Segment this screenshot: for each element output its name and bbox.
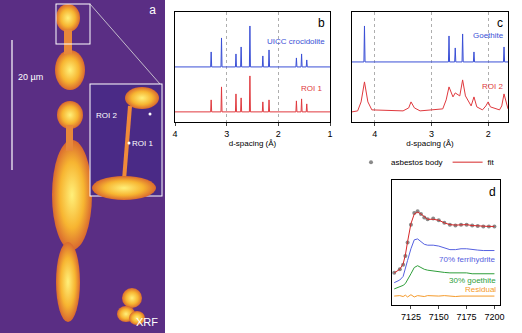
- svg-text:2: 2: [486, 129, 491, 139]
- svg-text:fit: fit: [488, 158, 495, 167]
- svg-text:30% goethite: 30% goethite: [449, 276, 496, 285]
- svg-text:3: 3: [429, 129, 434, 139]
- svg-text:20 µm: 20 µm: [18, 72, 43, 82]
- svg-text:7150: 7150: [429, 312, 449, 322]
- svg-text:7200: 7200: [484, 312, 504, 322]
- svg-text:ROI 2: ROI 2: [96, 111, 117, 120]
- svg-text:a: a: [149, 3, 156, 17]
- svg-text:d-spacing (Å): d-spacing (Å): [229, 139, 277, 148]
- svg-text:d-spacing (Å): d-spacing (Å): [406, 139, 454, 148]
- svg-text:c: c: [497, 16, 503, 30]
- svg-text:3: 3: [224, 129, 229, 139]
- svg-text:d: d: [489, 185, 496, 199]
- svg-text:7175: 7175: [457, 312, 477, 322]
- svg-text:asbestos body: asbestos body: [391, 158, 443, 167]
- svg-text:Goethite: Goethite: [473, 31, 504, 40]
- svg-text:ROI 2: ROI 2: [482, 82, 503, 91]
- svg-text:2: 2: [276, 129, 281, 139]
- svg-text:1: 1: [327, 129, 332, 139]
- svg-text:70% ferrihydrite: 70% ferrihydrite: [439, 255, 496, 264]
- svg-text:ROI 1: ROI 1: [301, 84, 322, 93]
- svg-text:7125: 7125: [401, 312, 421, 322]
- svg-text:XRF: XRF: [136, 316, 158, 328]
- svg-text:4: 4: [172, 129, 177, 139]
- svg-text:Residual: Residual: [465, 285, 496, 294]
- svg-text:ROI 1: ROI 1: [132, 139, 153, 148]
- svg-text:b: b: [318, 16, 325, 30]
- svg-text:4: 4: [372, 129, 377, 139]
- svg-text:UICC crocidolite: UICC crocidolite: [267, 37, 325, 46]
